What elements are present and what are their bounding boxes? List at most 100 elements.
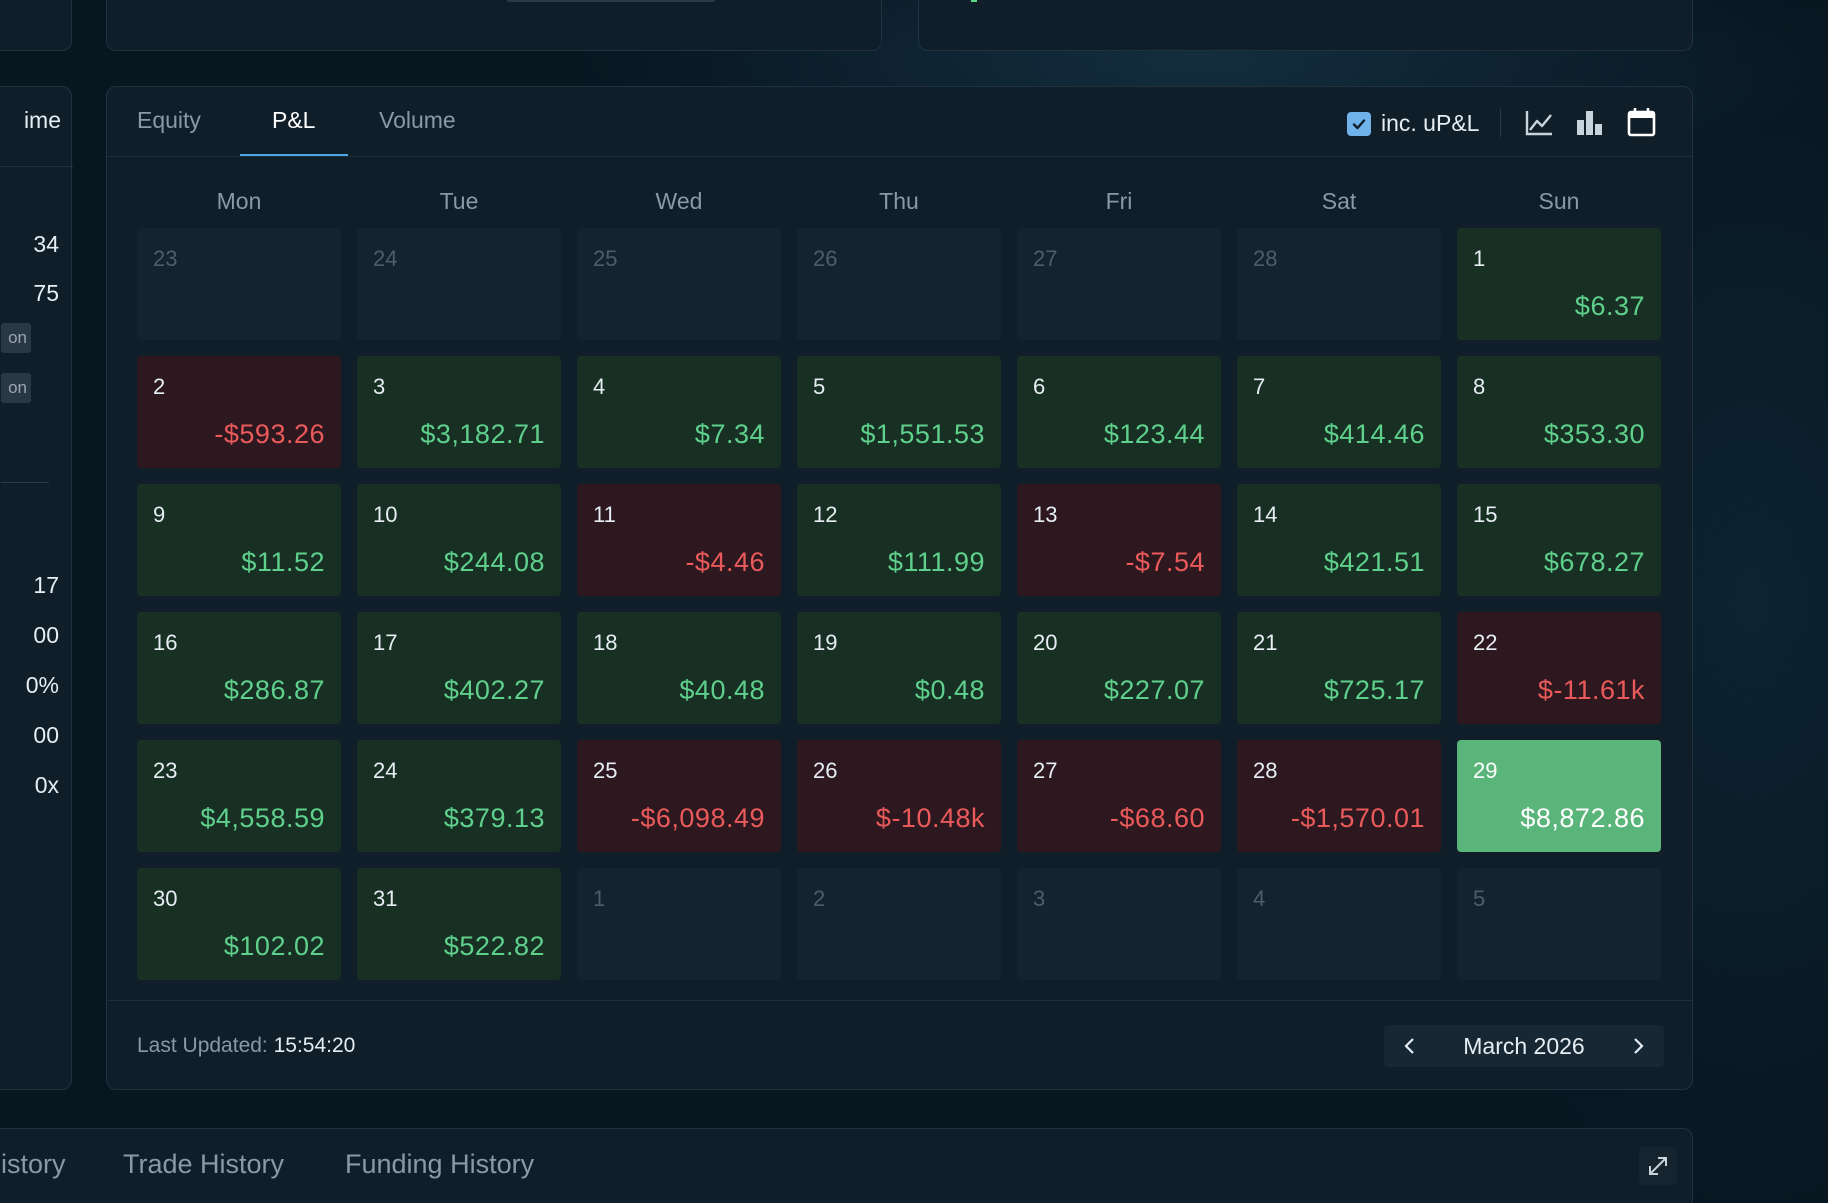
calendar-day[interactable]: 6 $123.44	[1017, 356, 1221, 468]
next-month-button[interactable]	[1626, 1034, 1650, 1058]
day-pnl-value: $3,182.71	[420, 419, 545, 449]
weekday-header: Mon	[216, 188, 262, 214]
calendar-day[interactable]: 5 $1,551.53	[797, 356, 1001, 468]
calendar-day-outside: 26	[797, 228, 1001, 340]
calendar-day[interactable]: 7 $414.46	[1237, 356, 1441, 468]
day-number: 5	[813, 374, 826, 399]
day-pnl-value: $-11.61k	[1537, 675, 1645, 705]
calendar-day[interactable]: 15 $678.27	[1457, 484, 1661, 596]
calendar-day[interactable]: 14 $421.51	[1237, 484, 1441, 596]
day-number: 25	[593, 758, 618, 783]
left-stats-panel: ime 34 75 on on 17 00 0% 00 0x	[0, 86, 73, 1090]
tab-equity[interactable]: Equity	[137, 107, 201, 133]
calendar-day[interactable]: 17 $402.27	[357, 612, 561, 724]
calendar-day[interactable]: 25 -$6,098.49	[577, 740, 781, 852]
day-number: 29	[1473, 758, 1498, 783]
day-pnl-value: -$593.26	[214, 419, 325, 449]
tab-funding-history[interactable]: Funding History	[345, 1149, 535, 1179]
divider	[1, 482, 49, 483]
day-number: 2	[153, 374, 166, 399]
day-number: 23	[153, 758, 178, 783]
calendar-day[interactable]: 30 $102.02	[137, 868, 341, 980]
weekday-header: Sat	[1321, 188, 1357, 214]
calendar-day-outside: 27	[1017, 228, 1221, 340]
calendar-day[interactable]: 12 $111.99	[797, 484, 1001, 596]
stat-value: 0%	[25, 672, 59, 698]
day-number: 3	[1033, 886, 1046, 911]
include-upnl-toggle[interactable]: inc. uP&L	[1347, 110, 1479, 137]
day-number: 20	[1033, 630, 1058, 655]
weekday-header: Wed	[655, 188, 703, 214]
calendar-day[interactable]: 8 $353.30	[1457, 356, 1661, 468]
day-number: 1	[1473, 246, 1486, 271]
day-number: 4	[593, 374, 606, 399]
calendar-day-outside: 25	[577, 228, 781, 340]
calendar-day[interactable]: 31 $522.82	[357, 868, 561, 980]
calendar-day[interactable]: 26 $-10.48k	[797, 740, 1001, 852]
calendar-day[interactable]: 20 $227.07	[1017, 612, 1221, 724]
calendar-day[interactable]: 3 $3,182.71	[357, 356, 561, 468]
summary-bar	[971, 0, 977, 2]
tab-trade-history[interactable]: Trade History	[123, 1149, 285, 1179]
pnl-calendar-grid: Mon Tue Wed Thu Fri Sat Sun 23 24 25 26 27 28 1 $6.37 2…	[107, 158, 1692, 1001]
day-number: 25	[593, 246, 618, 271]
calendar-day[interactable]: 21 $725.17	[1237, 612, 1441, 724]
calendar-day[interactable]: 27 -$68.60	[1017, 740, 1221, 852]
calendar-day[interactable]: 23 $4,558.59	[137, 740, 341, 852]
day-pnl-value: $11.52	[241, 547, 325, 577]
calendar-day[interactable]: 19 $0.48	[797, 612, 1001, 724]
day-pnl-value: $227.07	[1103, 675, 1205, 705]
tab-pnl[interactable]: P&L	[272, 107, 316, 133]
chevron-left-icon	[1404, 1038, 1414, 1054]
calendar-footer: Last Updated: 15:54:20 March 2026	[107, 1002, 1692, 1091]
tab-order-history[interactable]: istory	[1, 1149, 66, 1179]
calendar-day[interactable]: 24 $379.13	[357, 740, 561, 852]
stat-tag: on	[1, 373, 31, 403]
toolbar-divider	[1500, 109, 1501, 137]
day-number: 26	[813, 246, 838, 271]
day-pnl-value: $111.99	[887, 547, 985, 577]
calendar-day[interactable]: 18 $40.48	[577, 612, 781, 724]
top-summary-card-left	[106, 0, 882, 51]
upnl-checkbox[interactable]	[1347, 111, 1371, 136]
day-number: 28	[1253, 246, 1278, 271]
day-number: 30	[153, 886, 178, 911]
calendar-icon[interactable]	[1621, 105, 1661, 141]
day-pnl-value: $7.34	[694, 419, 765, 449]
calendar-day[interactable]: 11 -$4.46	[577, 484, 781, 596]
prev-month-button[interactable]	[1398, 1034, 1422, 1058]
calendar-day-outside: 5	[1457, 868, 1661, 980]
last-updated-label: Last Updated:	[137, 1034, 268, 1057]
left-top-card	[0, 0, 72, 51]
day-pnl-value: $414.46	[1323, 419, 1425, 449]
line-chart-icon[interactable]	[1519, 105, 1559, 141]
expand-button[interactable]	[1639, 1147, 1677, 1185]
bar-chart-icon[interactable]	[1569, 105, 1609, 141]
calendar-day[interactable]: 29 $8,872.86	[1457, 740, 1661, 852]
calendar-day[interactable]: 4 $7.34	[577, 356, 781, 468]
calendar-day-outside: 4	[1237, 868, 1441, 980]
day-number: 15	[1473, 502, 1498, 527]
calendar-day[interactable]: 22 $-11.61k	[1457, 612, 1661, 724]
calendar-day[interactable]: 10 $244.08	[357, 484, 561, 596]
calendar-day[interactable]: 1 $6.37	[1457, 228, 1661, 340]
stat-value: 00	[33, 722, 59, 748]
stat-value: 17	[33, 572, 59, 598]
day-pnl-value: $40.48	[679, 675, 765, 705]
weekday-header: Fri	[1105, 188, 1133, 214]
day-pnl-value: -$4.46	[685, 547, 765, 577]
day-number: 8	[1473, 374, 1486, 399]
day-pnl-value: $123.44	[1103, 419, 1205, 449]
day-number: 1	[593, 886, 606, 911]
day-number: 5	[1473, 886, 1486, 911]
day-pnl-value: $244.08	[443, 547, 545, 577]
calendar-day[interactable]: 9 $11.52	[137, 484, 341, 596]
day-pnl-value: $402.27	[443, 675, 545, 705]
left-panel-header: ime	[1, 87, 73, 167]
tab-volume[interactable]: Volume	[379, 107, 456, 133]
calendar-day[interactable]: 16 $286.87	[137, 612, 341, 724]
day-pnl-value: $286.87	[223, 675, 325, 705]
calendar-day[interactable]: 13 -$7.54	[1017, 484, 1221, 596]
calendar-day[interactable]: 2 -$593.26	[137, 356, 341, 468]
calendar-day[interactable]: 28 -$1,570.01	[1237, 740, 1441, 852]
